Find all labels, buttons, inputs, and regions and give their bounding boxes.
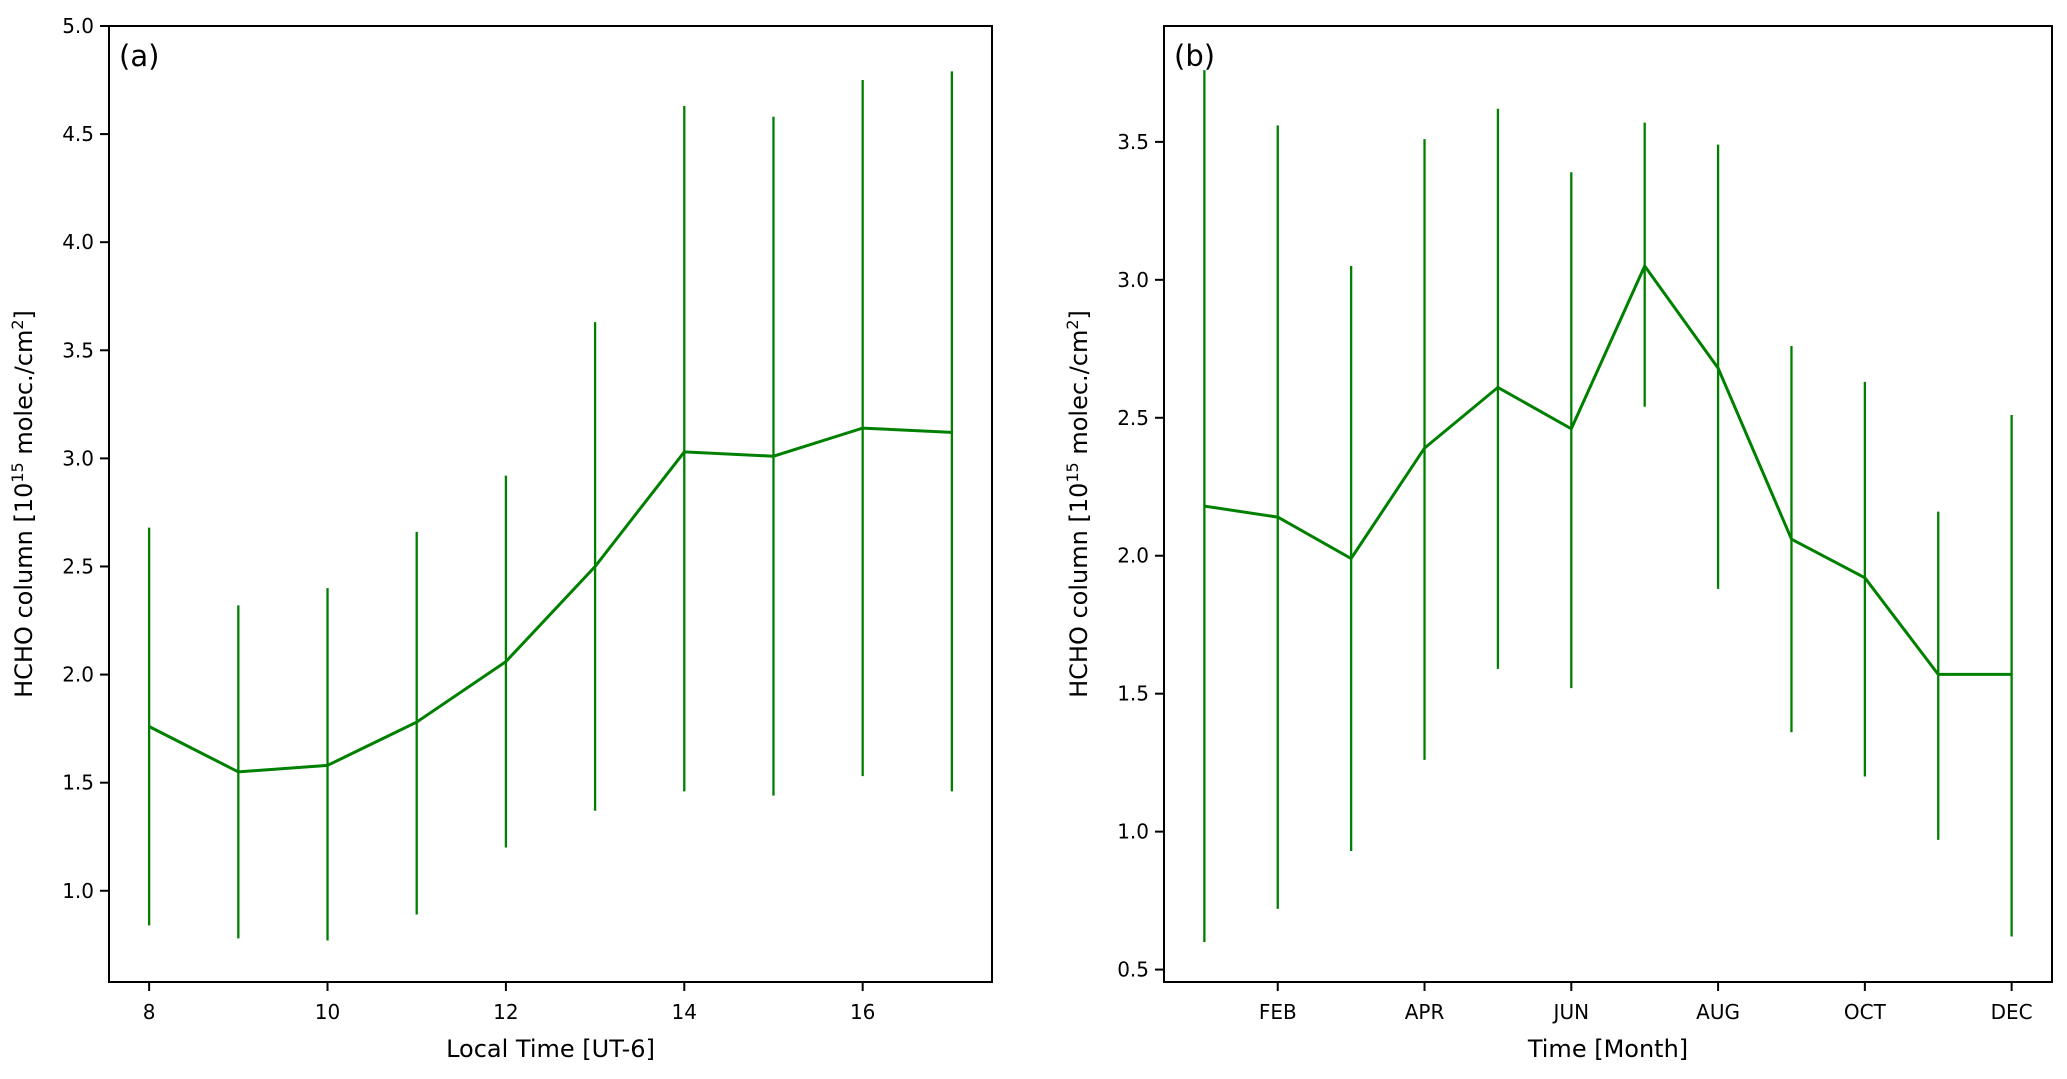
panel-b-letter: (b): [1174, 39, 1215, 73]
plot-frame: [1163, 25, 2053, 983]
x-tick-label: 16: [850, 1000, 875, 1024]
y-tick-label: 3.5: [62, 338, 94, 362]
y-tick-label: 2.5: [62, 554, 94, 578]
x-tick-label: 10: [315, 1000, 340, 1024]
y-tick-label: 1.0: [62, 879, 94, 903]
y-tick-label: 1.0: [1117, 820, 1149, 844]
y-tick-label: 4.0: [62, 230, 94, 254]
x-tick-label: FEB: [1259, 1000, 1297, 1024]
x-tick-label: DEC: [1991, 1000, 2033, 1024]
y-tick-label: 2.5: [1117, 406, 1149, 430]
plot-frame: [108, 25, 993, 983]
y-tick-label: 0.5: [1117, 958, 1149, 982]
y-tick-label: 4.5: [62, 122, 94, 146]
y-tick-label: 1.5: [1117, 682, 1149, 706]
y-tick-label: 5.0: [62, 14, 94, 38]
y-tick-label: 3.0: [1117, 268, 1149, 292]
y-tick-label: 2.0: [1117, 544, 1149, 568]
x-axis-label-a: Local Time [UT-6]: [446, 1035, 655, 1063]
y-tick-label: 3.5: [1117, 130, 1149, 154]
x-tick-label: 8: [143, 1000, 156, 1024]
x-tick-label: JUN: [1552, 1000, 1590, 1024]
data-line: [148, 426, 952, 774]
panel-a: 1.0 1.5 2.0 2.5 3.0 3.5 4.0 4.5 5.0 8 10 12 14 16 HCHO…: [8, 14, 993, 1024]
y-tick-label: 2.0: [62, 663, 94, 687]
y-tick-label: 1.5: [62, 771, 94, 795]
panel-a-letter: (a): [119, 39, 159, 73]
x-tick-label: 14: [672, 1000, 697, 1024]
x-tick-label: OCT: [1844, 1000, 1887, 1024]
x-tick-label: AUG: [1696, 1000, 1740, 1024]
x-tick-label: APR: [1405, 1000, 1445, 1024]
y-axis-label: HCHO column [1015 molec./cm2]: [8, 310, 38, 698]
x-axis-label-b: Time [Month]: [1527, 1035, 1688, 1063]
x-tick-label: 12: [493, 1000, 518, 1024]
panel-b: 0.5 1.0 1.5 2.0 2.5 3.0 3.5 FEB APR JUN AUG OCT DEC H…: [1063, 25, 2053, 1024]
y-axis-label: HCHO column [1015 molec./cm2]: [1063, 310, 1093, 698]
data-line: [1204, 263, 2012, 676]
y-tick-label: 3.0: [62, 446, 94, 470]
